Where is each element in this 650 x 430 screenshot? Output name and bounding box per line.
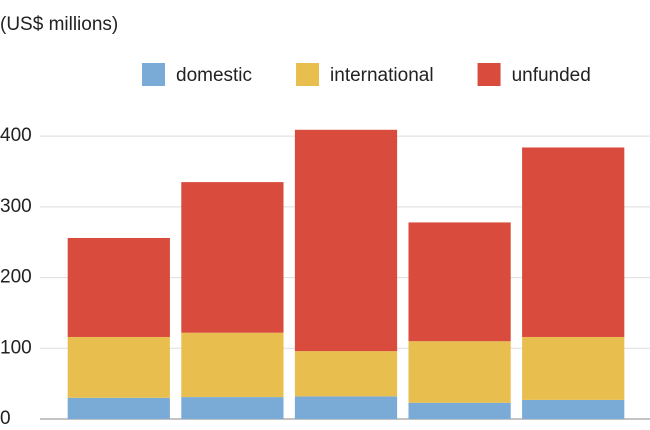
bar-segment [181,182,284,333]
bar-segment [67,397,170,419]
y-tick-label: 100 [0,337,32,358]
legend-swatch [296,63,320,86]
legend-label: unfunded [512,65,591,86]
bar-segment [408,341,511,403]
legend-swatch [142,63,165,86]
y-tick-label: 400 [0,125,32,146]
legend-swatch [477,63,501,86]
bar-segment [67,237,170,337]
bar-segment [67,336,170,398]
legend-label: international [330,65,434,86]
y-tick-label: 0 [0,408,11,429]
y-tick-label: 300 [0,196,32,217]
bar-segment [181,397,284,419]
bar-segment [408,402,511,419]
bar-segment [294,351,398,397]
y-tick-label: 200 [0,267,32,288]
bar-segment [522,399,625,419]
bar-segment [522,336,625,400]
bar-segment [294,396,398,419]
bar-segment [181,332,284,398]
bar-segment [294,129,398,352]
bar-segment [408,222,511,342]
y-axis-label: (US$ millions) [0,14,118,35]
legend-label: domestic [176,65,252,86]
bar-segment [522,147,625,337]
